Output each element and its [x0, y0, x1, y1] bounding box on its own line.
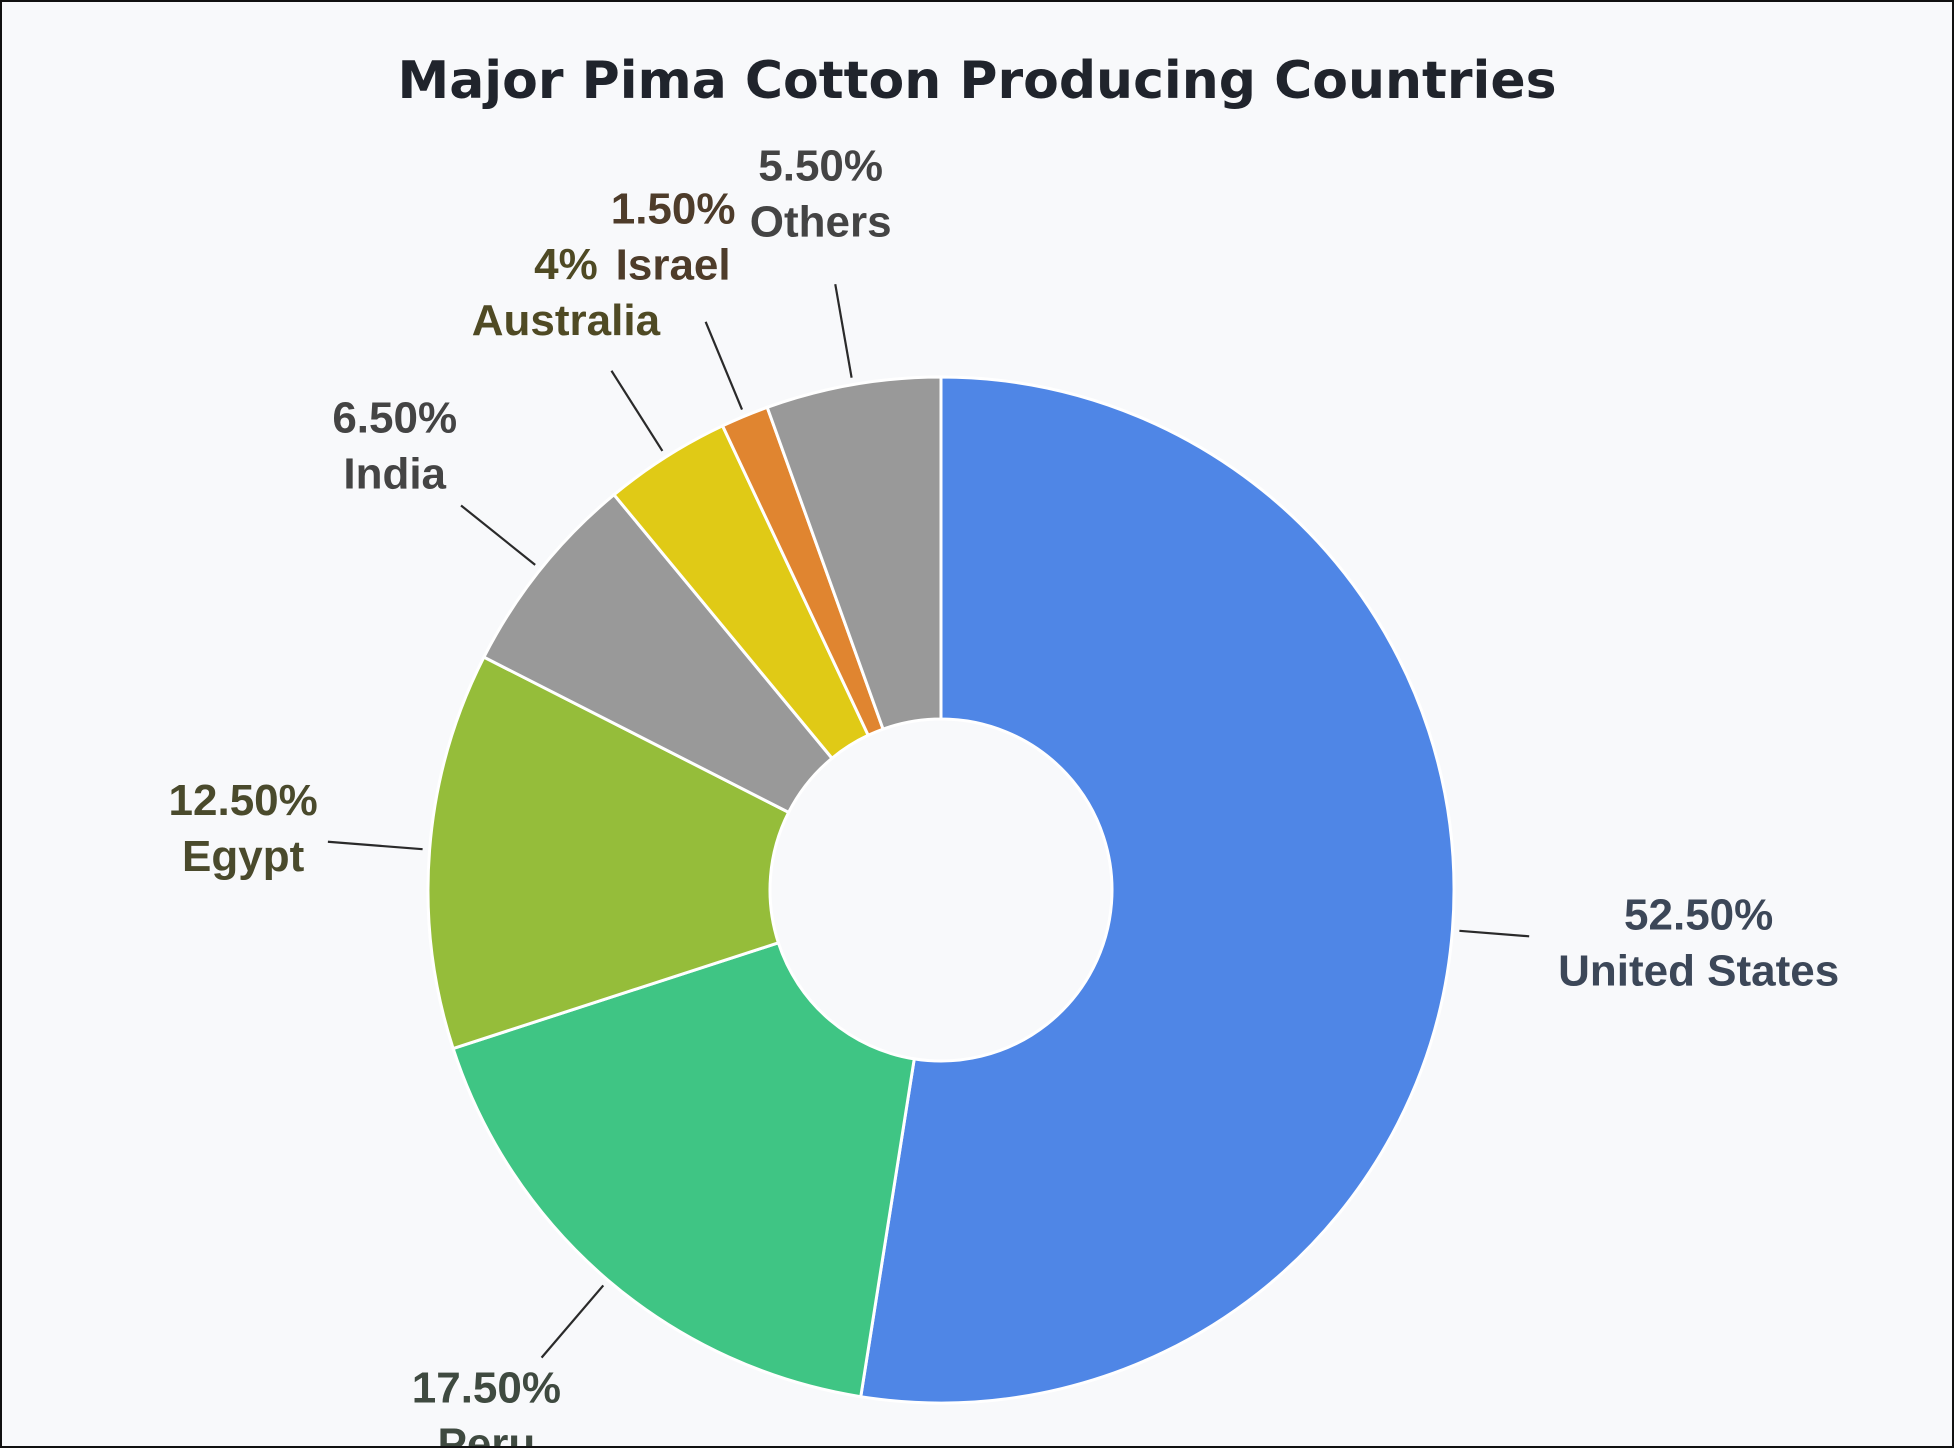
value-label-peru: 17.50% — [412, 1363, 561, 1412]
category-label-united-states: United States — [1558, 947, 1839, 996]
slice-egypt — [426, 655, 791, 1051]
slice-peru — [451, 940, 916, 1399]
slice-others — [765, 375, 943, 732]
slice-united-states — [859, 375, 1456, 1405]
value-label-india: 6.50% — [332, 393, 457, 442]
value-label-egypt: 12.50% — [169, 776, 318, 825]
leader-line-united-states — [1459, 929, 1530, 938]
leader-lines-layer — [327, 283, 1530, 1359]
slice-india — [481, 492, 835, 815]
chart-title: Major Pima Cotton Producing Countries — [397, 51, 1557, 111]
labels-layer: 52.50% United States 17.50% Peru 12.50% Egypt… — [169, 141, 1840, 1446]
category-label-australia: Australia — [472, 296, 661, 345]
value-label-israel: 1.50% — [611, 184, 736, 233]
category-label-israel: Israel — [616, 240, 731, 289]
leader-line-egypt — [327, 840, 423, 851]
category-label-peru: Peru — [437, 1419, 535, 1446]
category-label-egypt: Egypt — [182, 832, 305, 881]
leader-line-others — [834, 283, 853, 378]
leader-line-india — [460, 504, 536, 566]
value-label-australia: 4% — [534, 240, 598, 289]
category-label-india: India — [343, 449, 446, 498]
leader-line-peru — [540, 1284, 605, 1359]
leader-line-australia — [610, 370, 664, 452]
leader-line-israel — [704, 321, 744, 411]
value-label-united-states: 52.50% — [1624, 891, 1773, 940]
category-label-others: Others — [750, 197, 892, 246]
slices-layer — [426, 375, 1456, 1405]
value-label-others: 5.50% — [758, 141, 883, 190]
